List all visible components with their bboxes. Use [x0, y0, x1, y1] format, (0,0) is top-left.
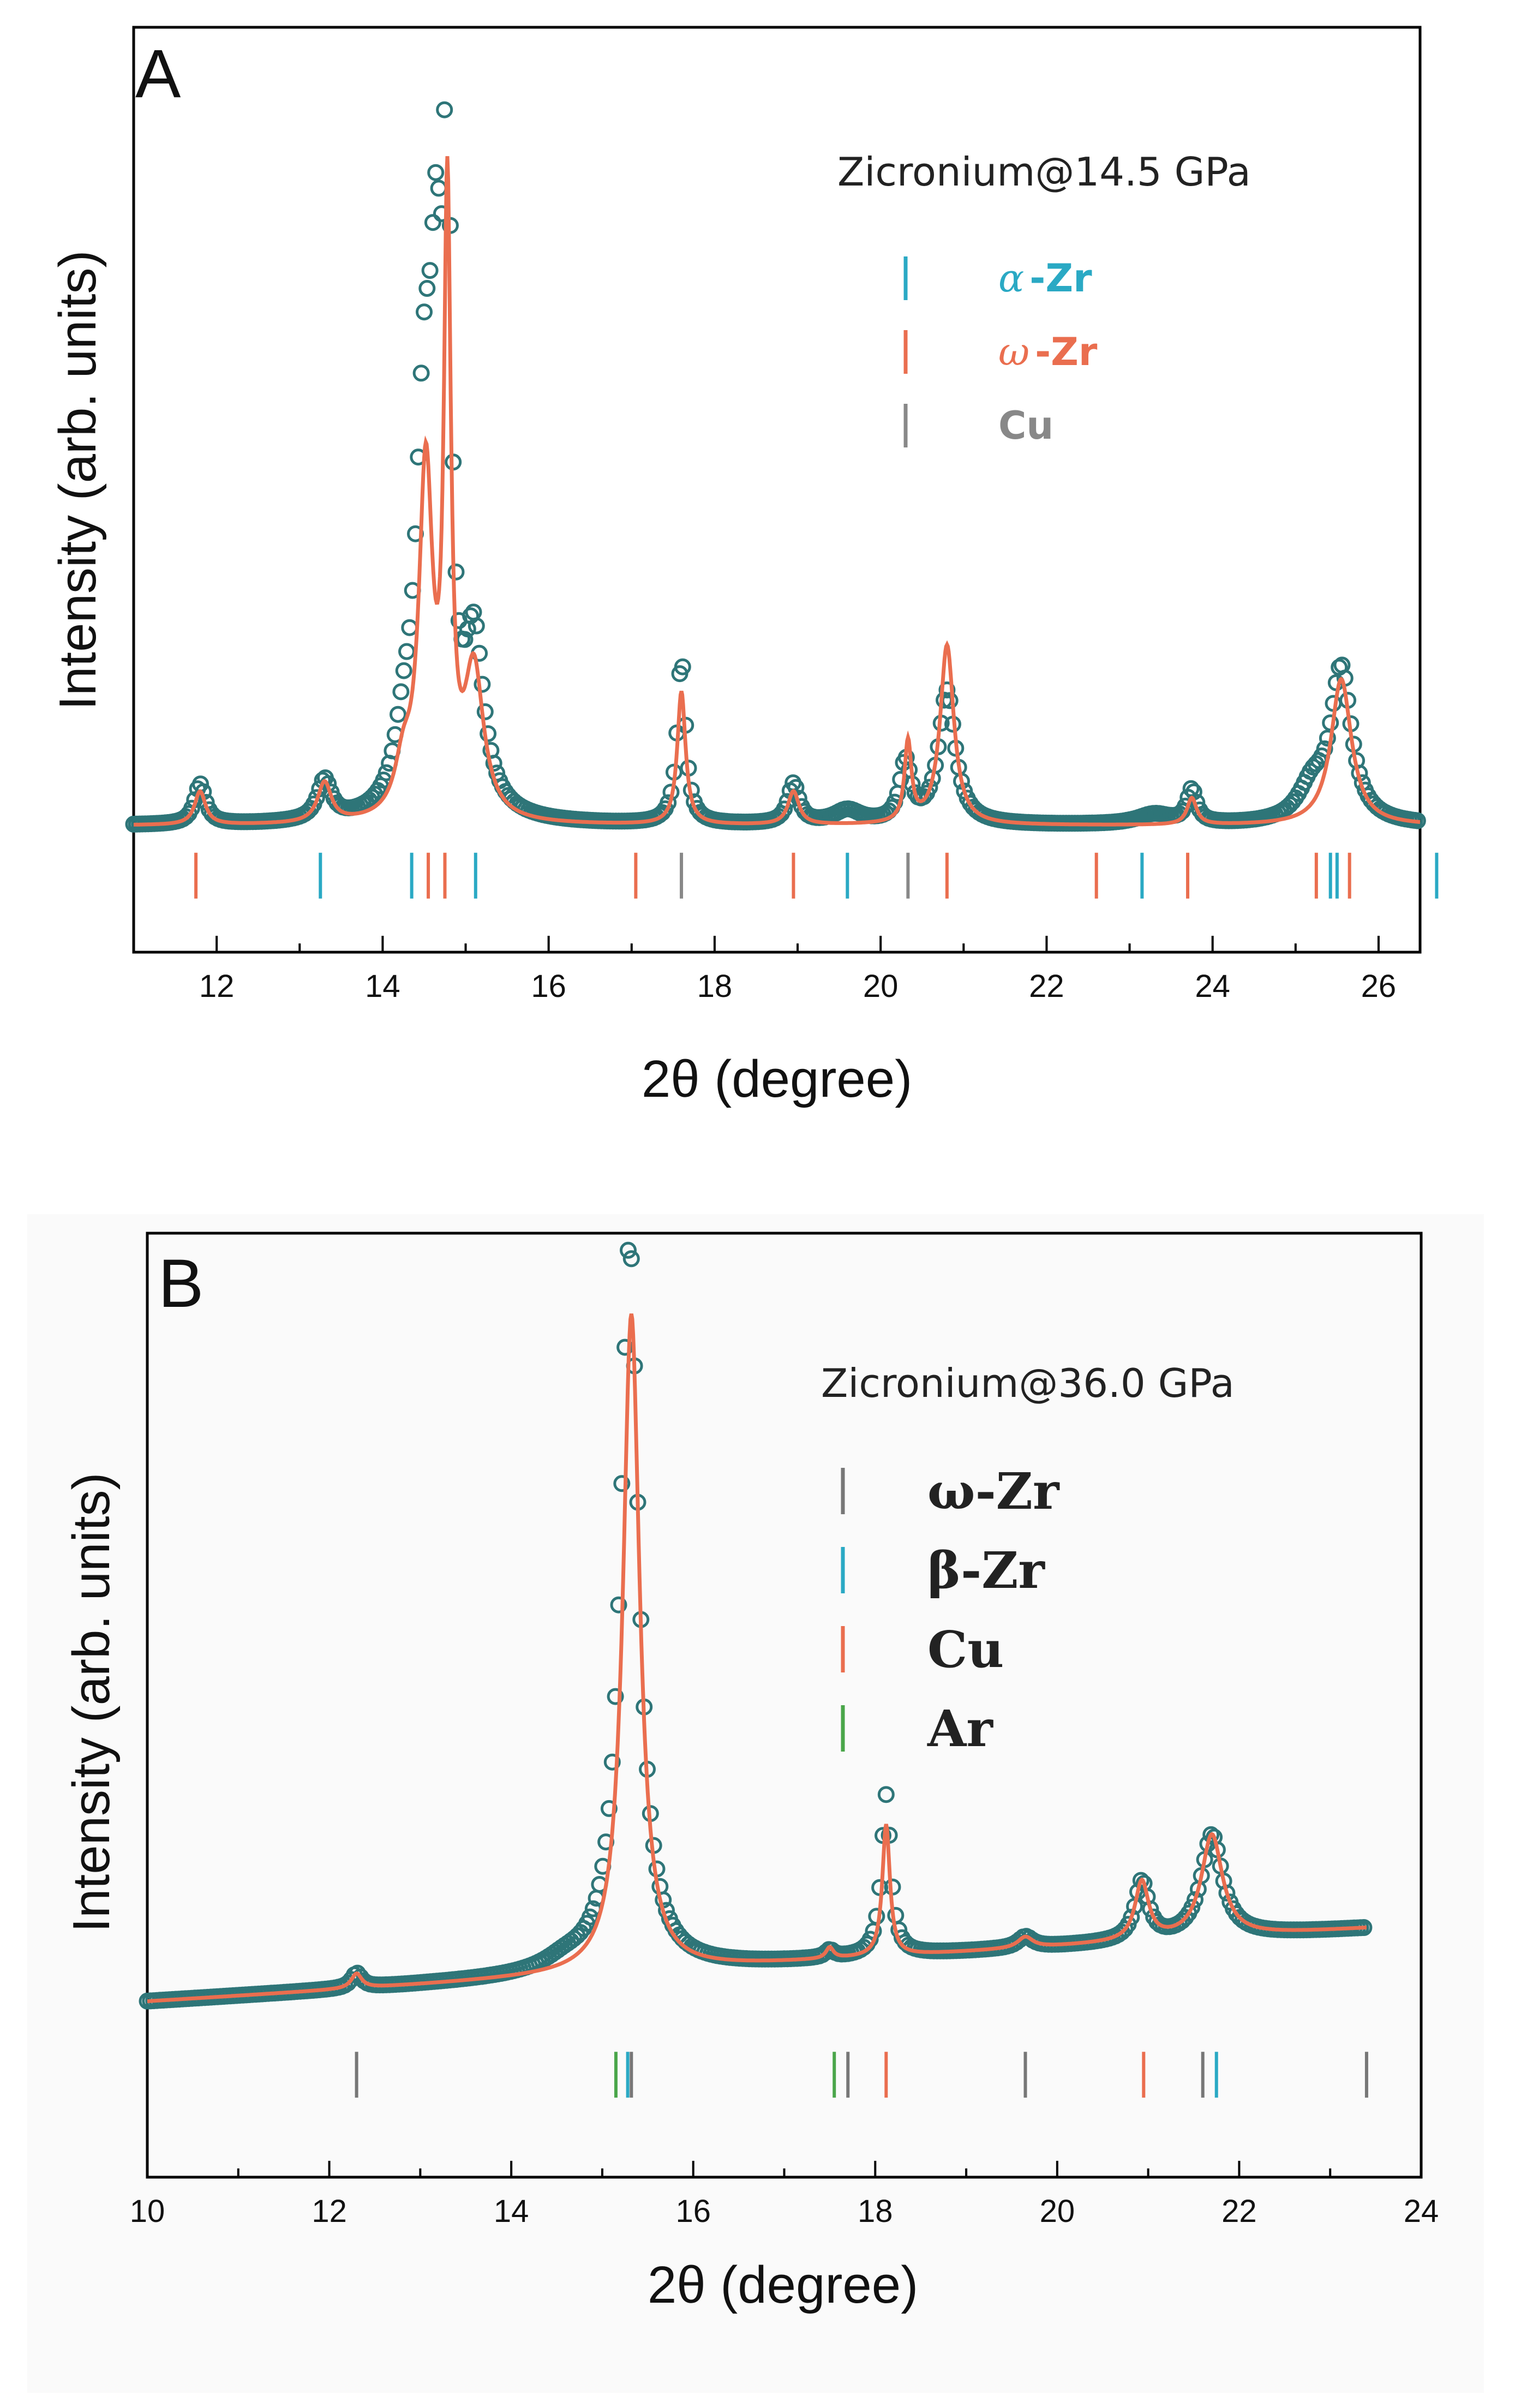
observed-point [603, 1753, 621, 1771]
panel-a-title: Zicronium@14.5 GPa [837, 149, 1251, 195]
panel-a-chart: 12 14 16 18 20 22 24 26 A Zicronium@14.5 GPa α-… [49, 26, 1439, 1108]
panel-a-x-axis-label: 2θ (degree) [642, 1050, 912, 1108]
legend-a-glyph: ω [998, 330, 1029, 374]
observed-point [392, 683, 410, 701]
observed-point [488, 764, 506, 782]
observed-point [600, 1800, 618, 1817]
observed-point [622, 1250, 640, 1268]
x-tick-label: 14 [365, 969, 400, 1004]
observed-point [395, 662, 412, 679]
legend-b-label: β-Zr [927, 1541, 1045, 1600]
observed-point [485, 755, 502, 772]
observed-point [620, 1241, 637, 1259]
panel-b-chart: 10 12 14 16 18 20 22 24 B Zicronium@36.0 GPa ω-… [62, 1232, 1439, 2314]
x-tick-label: 20 [863, 969, 899, 1004]
observed-point [1182, 780, 1200, 797]
panel-b-legend: ω-Zr β-Zr Cu Ar [841, 1462, 1060, 1758]
observed-point [476, 703, 494, 720]
x-tick-label: 20 [1040, 2194, 1075, 2229]
observed-point [938, 681, 956, 698]
legend-a-text: Cu [998, 403, 1053, 448]
x-tick-label: 26 [1361, 969, 1397, 1004]
panel-b-title: Zicronium@36.0 GPa [821, 1360, 1235, 1406]
observed-point [447, 563, 465, 581]
observed-point [613, 1475, 631, 1492]
legend-a-label: Cu [998, 403, 1053, 448]
observed-point [1218, 1884, 1236, 1902]
x-tick-label: 16 [531, 969, 566, 1004]
legend-a-label: ω -Zr [998, 330, 1098, 374]
legend-b-label: Ar [927, 1699, 993, 1758]
panel-a-y-axis-label: Intensity (arb. units) [49, 250, 107, 710]
observed-point [1132, 1872, 1149, 1889]
observed-point [412, 365, 430, 382]
observed-point [1319, 730, 1336, 747]
x-tick-label: 10 [130, 2194, 165, 2229]
legend-b-label: Cu [927, 1620, 1004, 1679]
observed-point [424, 214, 441, 231]
observed-point [1123, 1909, 1140, 1926]
observed-point [465, 604, 482, 621]
x-tick-label: 24 [1404, 2194, 1439, 2229]
observed-point [183, 799, 200, 817]
panel-b-x-axis-label: 2θ (degree) [648, 2256, 918, 2314]
panel-b-letter: B [158, 1246, 203, 1322]
observed-point [1187, 1891, 1203, 1908]
observed-point [610, 1596, 627, 1614]
observed-point [877, 1786, 895, 1803]
observed-point [480, 725, 497, 743]
legend-a-text: -Zr [1029, 256, 1092, 301]
observed-point [607, 1688, 624, 1705]
panel-b-y-axis-label: Intensity (arb. units) [62, 1473, 121, 1933]
legend-a-text: -Zr [1035, 330, 1098, 374]
x-tick-label: 18 [697, 969, 733, 1004]
observed-point [474, 676, 491, 693]
x-tick-label: 24 [1195, 969, 1230, 1004]
observed-point [1183, 1899, 1201, 1916]
observed-point [401, 619, 418, 636]
observed-point [418, 280, 436, 297]
observed-point [430, 180, 447, 197]
panel-a-plot-frame [132, 26, 1422, 954]
observed-point [421, 262, 439, 279]
panel-a-x-ticks: 12 14 16 18 20 22 24 26 [199, 936, 1396, 1004]
x-tick-label: 22 [1221, 2194, 1257, 2229]
x-tick-label: 12 [199, 969, 235, 1004]
panel-a-marks [125, 101, 1439, 899]
observed-point [674, 658, 691, 676]
legend-b-label: ω-Zr [927, 1462, 1060, 1521]
legend-a-glyph: α [998, 256, 1024, 301]
x-tick-label: 22 [1029, 969, 1064, 1004]
x-tick-label: 16 [675, 2194, 711, 2229]
fit-curve-line [147, 1313, 1367, 2004]
panel-b-x-ticks: 10 12 14 16 18 20 22 24 [130, 2161, 1439, 2229]
fit-curve-line [134, 156, 1421, 827]
observed-point [1142, 1900, 1159, 1917]
observed-point [427, 164, 445, 181]
observed-point [921, 779, 938, 796]
observed-point [436, 101, 453, 118]
observed-point [468, 617, 485, 635]
panel-b-marks [139, 1241, 1373, 2098]
x-tick-label: 14 [494, 2194, 529, 2229]
observed-point [1316, 740, 1333, 757]
observed-point [390, 706, 406, 723]
x-tick-label: 12 [312, 2194, 347, 2229]
observed-point [1202, 1826, 1220, 1843]
observed-point [398, 643, 415, 660]
panel-a-letter: A [135, 36, 181, 112]
panel-b-background [27, 1214, 1484, 2393]
x-tick-label: 18 [858, 2194, 893, 2229]
legend-a-label: α -Zr [998, 256, 1092, 301]
observed-point [416, 303, 433, 321]
